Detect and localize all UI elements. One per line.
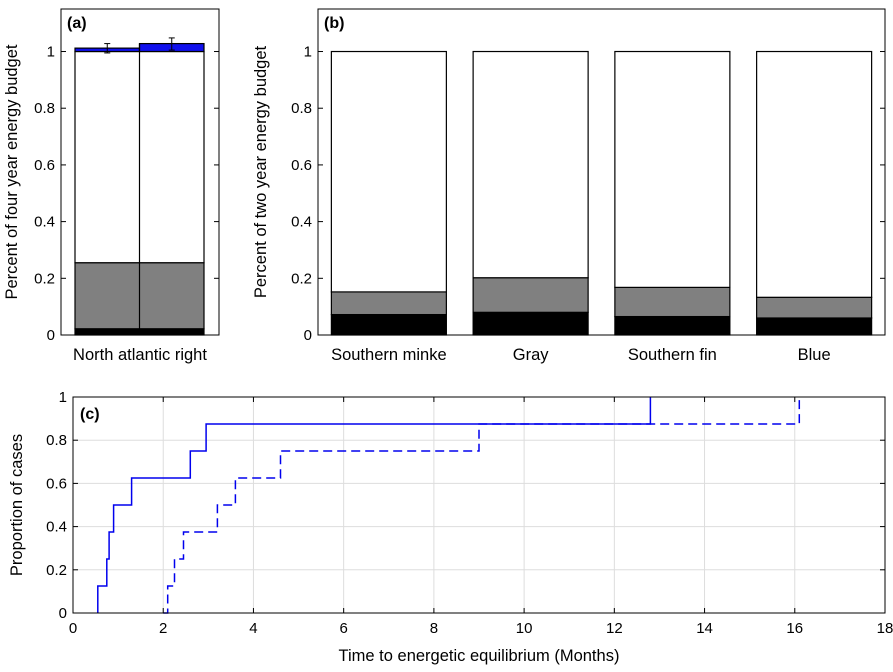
b-panel-label: (b) bbox=[324, 15, 344, 32]
a-y-tick-label: 0.4 bbox=[34, 214, 55, 231]
b-y-tick-label: 0.6 bbox=[291, 157, 312, 174]
b-bar-segment bbox=[614, 50, 731, 288]
a-y-tick-label: 0 bbox=[47, 327, 55, 344]
c-x-tick-label: 18 bbox=[877, 620, 893, 637]
a-bars bbox=[74, 37, 205, 336]
c-y-axis-label: Proportion of cases bbox=[8, 434, 26, 576]
c-y-tick-label: 0 bbox=[59, 605, 67, 622]
c-x-tick-label: 10 bbox=[516, 620, 533, 637]
a-panel-label: (a) bbox=[67, 15, 87, 32]
b-y-tick-label: 0.2 bbox=[291, 270, 312, 287]
a-y-ticks: 0 0.2 0.4 0.6 0.8 1 bbox=[34, 44, 219, 344]
c-x-axis-label: Time to energetic equilibrium (Months) bbox=[339, 647, 620, 665]
c-x-tick-label: 6 bbox=[339, 620, 347, 637]
b-x-category-label: Southern fin bbox=[628, 346, 717, 364]
b-y-ticks: 0 0.2 0.4 0.6 0.8 1 bbox=[291, 44, 885, 344]
b-x-category-label: Blue bbox=[798, 346, 831, 364]
a-plot-frame bbox=[60, 8, 220, 336]
b-y-tick-label: 1 bbox=[304, 44, 312, 61]
b-bar-segment bbox=[472, 311, 589, 336]
c-lines bbox=[97, 397, 801, 614]
c-x-tick-label: 12 bbox=[606, 620, 623, 637]
a-x-category-label: North atlantic right bbox=[73, 346, 207, 364]
a-y-axis-label: Percent of four year energy budget bbox=[3, 44, 21, 299]
b-bar-segment bbox=[472, 277, 589, 313]
b-bar-segment bbox=[330, 291, 447, 316]
panel-c: 0 2 4 6 8 10 12 14 16 18 0 0.2 0.4 0.6 0.8 1 (c) Propor… bbox=[8, 389, 893, 665]
a-y-tick-label: 1 bbox=[47, 44, 55, 61]
b-bar-segment bbox=[756, 296, 873, 319]
c-series-dashed bbox=[163, 397, 801, 614]
c-x-tick-label: 2 bbox=[159, 620, 167, 637]
b-bar-segment bbox=[614, 286, 731, 318]
c-y-tick-label: 0.8 bbox=[46, 432, 67, 449]
a-y-tick-label: 0.6 bbox=[34, 157, 55, 174]
a-y-tick-label: 0.8 bbox=[34, 100, 55, 117]
b-x-categories: Southern minke Gray Southern fin Blue bbox=[331, 346, 831, 364]
b-y-tick-label: 0.8 bbox=[291, 100, 312, 117]
b-bar-segment bbox=[330, 313, 447, 336]
b-plot-frame bbox=[317, 8, 886, 336]
c-x-tick-label: 8 bbox=[430, 620, 438, 637]
b-x-category-label: Southern minke bbox=[331, 346, 447, 364]
c-plot-frame bbox=[72, 396, 886, 614]
c-ticks: 0 2 4 6 8 10 12 14 16 18 0 0.2 0.4 0.6 0.8 1 bbox=[46, 389, 893, 637]
a-x-categories: North atlantic right bbox=[73, 346, 207, 364]
a-y-tick-label: 0.2 bbox=[34, 270, 55, 287]
b-y-axis-label: Percent of two year energy budget bbox=[252, 45, 270, 298]
b-bar-segment bbox=[756, 317, 873, 336]
b-y-tick-label: 0 bbox=[304, 327, 312, 344]
panel-b: 00.20.40.60.81 Southern minke Gray Souther… bbox=[252, 8, 886, 364]
b-y-tick-label: 0.4 bbox=[291, 214, 312, 231]
b-bar-segment bbox=[472, 50, 589, 279]
b-x-category-label: Gray bbox=[513, 346, 550, 364]
b-bar-segment bbox=[756, 50, 873, 298]
c-y-tick-label: 1 bbox=[59, 389, 67, 406]
c-x-tick-label: 16 bbox=[786, 620, 803, 637]
c-series-solid bbox=[97, 397, 652, 613]
panel-a: 00.20.40.60.81 North atlantic right (a) … bbox=[3, 8, 220, 364]
c-y-tick-label: 0.2 bbox=[46, 562, 67, 579]
c-grid bbox=[72, 396, 886, 614]
b-bar-segment bbox=[330, 50, 447, 293]
c-x-tick-label: 14 bbox=[696, 620, 713, 637]
c-x-tick-label: 0 bbox=[69, 620, 77, 637]
c-panel-label: (c) bbox=[80, 406, 100, 423]
c-x-tick-label: 4 bbox=[249, 620, 257, 637]
b-bar-segment bbox=[614, 315, 731, 336]
c-y-tick-label: 0.4 bbox=[46, 519, 67, 536]
b-bars bbox=[330, 50, 873, 336]
c-y-tick-label: 0.6 bbox=[46, 475, 67, 492]
